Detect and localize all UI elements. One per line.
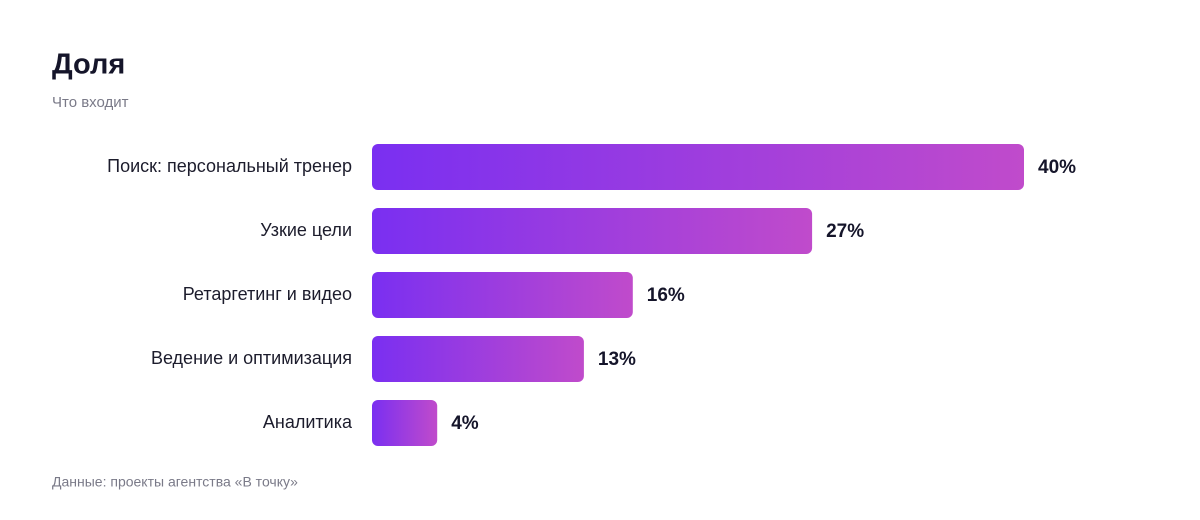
- value-label: 40%: [1038, 157, 1076, 178]
- chart-subtitle: Что входит: [52, 94, 129, 111]
- value-label: 27%: [826, 221, 864, 242]
- bar: [372, 336, 584, 382]
- category-label: Ведение и оптимизация: [151, 348, 352, 368]
- bar: [372, 208, 813, 254]
- value-label: 13%: [598, 349, 636, 370]
- value-label: 16%: [647, 285, 685, 306]
- bar: [372, 400, 438, 446]
- category-label: Аналитика: [263, 412, 353, 432]
- category-label: Ретаргетинг и видео: [183, 284, 352, 304]
- chart-title: Доля: [52, 49, 125, 81]
- value-label: 4%: [451, 413, 479, 434]
- category-label: Узкие цели: [260, 220, 352, 240]
- source-note: Данные: проекты агентства «В точку»: [52, 474, 298, 490]
- bar: [372, 272, 633, 318]
- bar: [372, 144, 1024, 190]
- category-label: Поиск: персональный тренер: [107, 156, 352, 176]
